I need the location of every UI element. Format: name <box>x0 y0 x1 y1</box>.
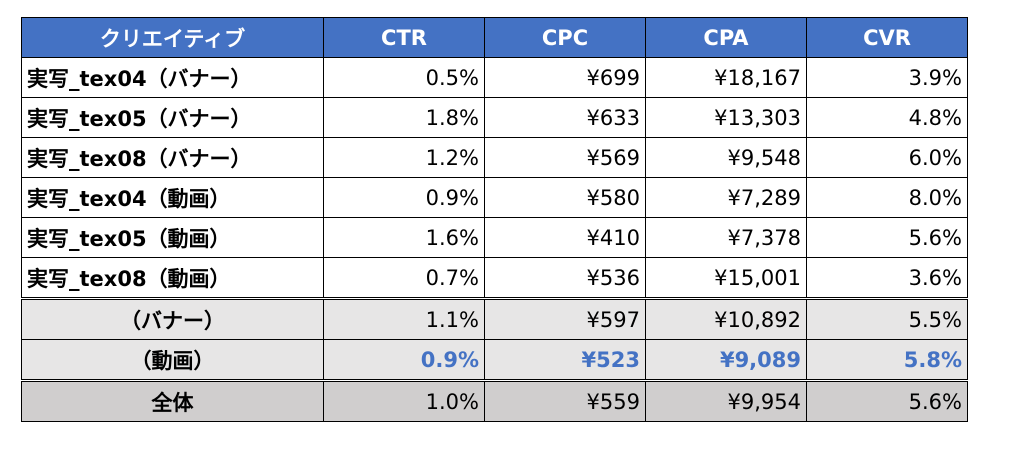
row-label: 実写_tex05（バナー） <box>21 97 324 138</box>
value-cell: 3.6% <box>806 257 968 299</box>
table-row: 実写_tex04（動画） 0.9% ¥580 ¥7,289 8.0% <box>21 177 968 218</box>
row-label: 全体 <box>21 379 324 422</box>
header-row: クリエイティブ CTR CPC CPA CVR <box>21 17 968 58</box>
value-cell: ¥559 <box>484 379 646 422</box>
value-cell: ¥569 <box>484 137 646 178</box>
value-cell: ¥536 <box>484 257 646 299</box>
table-row: 実写_tex05（動画） 1.6% ¥410 ¥7,378 5.6% <box>21 217 968 258</box>
value-cell: ¥597 <box>484 297 646 340</box>
value-cell: ¥9,548 <box>645 137 807 178</box>
value-cell: ¥7,378 <box>645 217 807 258</box>
row-label: 実写_tex04（バナー） <box>21 57 324 98</box>
row-label: 実写_tex08（バナー） <box>21 137 324 178</box>
value-cell: 1.1% <box>323 297 485 340</box>
header-cell: CPA <box>645 17 807 58</box>
value-cell: 0.7% <box>323 257 485 299</box>
header-cell: クリエイティブ <box>21 17 324 58</box>
value-cell: 5.6% <box>806 217 968 258</box>
header-cell: CPC <box>484 17 646 58</box>
value-cell: ¥699 <box>484 57 646 98</box>
value-cell: 5.5% <box>806 297 968 340</box>
table-row: 実写_tex08（バナー） 1.2% ¥569 ¥9,548 6.0% <box>21 137 968 178</box>
value-cell: ¥7,289 <box>645 177 807 218</box>
table-row: 実写_tex04（バナー） 0.5% ¥699 ¥18,167 3.9% <box>21 57 968 98</box>
row-label: （動画） <box>21 339 324 381</box>
value-cell: ¥580 <box>484 177 646 218</box>
value-cell: ¥523 <box>484 339 646 381</box>
value-cell: ¥633 <box>484 97 646 138</box>
value-cell: ¥18,167 <box>645 57 807 98</box>
value-cell: 1.6% <box>323 217 485 258</box>
value-cell: 0.9% <box>323 177 485 218</box>
value-cell: 5.8% <box>806 339 968 381</box>
value-cell: 6.0% <box>806 137 968 178</box>
header-cell: CTR <box>323 17 485 58</box>
row-label: 実写_tex08（動画） <box>21 257 324 299</box>
table-row: 実写_tex05（バナー） 1.8% ¥633 ¥13,303 4.8% <box>21 97 968 138</box>
header-cell: CVR <box>806 17 968 58</box>
table-row: （動画） 0.9% ¥523 ¥9,089 5.8% <box>21 339 968 381</box>
value-cell: ¥9,089 <box>645 339 807 381</box>
value-cell: 0.5% <box>323 57 485 98</box>
value-cell: 1.2% <box>323 137 485 178</box>
table-row: 実写_tex08（動画） 0.7% ¥536 ¥15,001 3.6% <box>21 257 968 299</box>
value-cell: ¥9,954 <box>645 379 807 422</box>
value-cell: 3.9% <box>806 57 968 98</box>
value-cell: 5.6% <box>806 379 968 422</box>
row-label: 実写_tex05（動画） <box>21 217 324 258</box>
value-cell: 1.0% <box>323 379 485 422</box>
value-cell: 1.8% <box>323 97 485 138</box>
table-row: 全体 1.0% ¥559 ¥9,954 5.6% <box>21 379 968 422</box>
value-cell: ¥10,892 <box>645 297 807 340</box>
value-cell: 8.0% <box>806 177 968 218</box>
row-label: 実写_tex04（動画） <box>21 177 324 218</box>
metrics-table: クリエイティブ CTR CPC CPA CVR 実写_tex04（バナー） 0.5% ¥69… <box>21 17 968 422</box>
value-cell: 0.9% <box>323 339 485 381</box>
row-label: （バナー） <box>21 297 324 340</box>
value-cell: ¥15,001 <box>645 257 807 299</box>
value-cell: ¥410 <box>484 217 646 258</box>
value-cell: ¥13,303 <box>645 97 807 138</box>
value-cell: 4.8% <box>806 97 968 138</box>
table-row: （バナー） 1.1% ¥597 ¥10,892 5.5% <box>21 297 968 340</box>
